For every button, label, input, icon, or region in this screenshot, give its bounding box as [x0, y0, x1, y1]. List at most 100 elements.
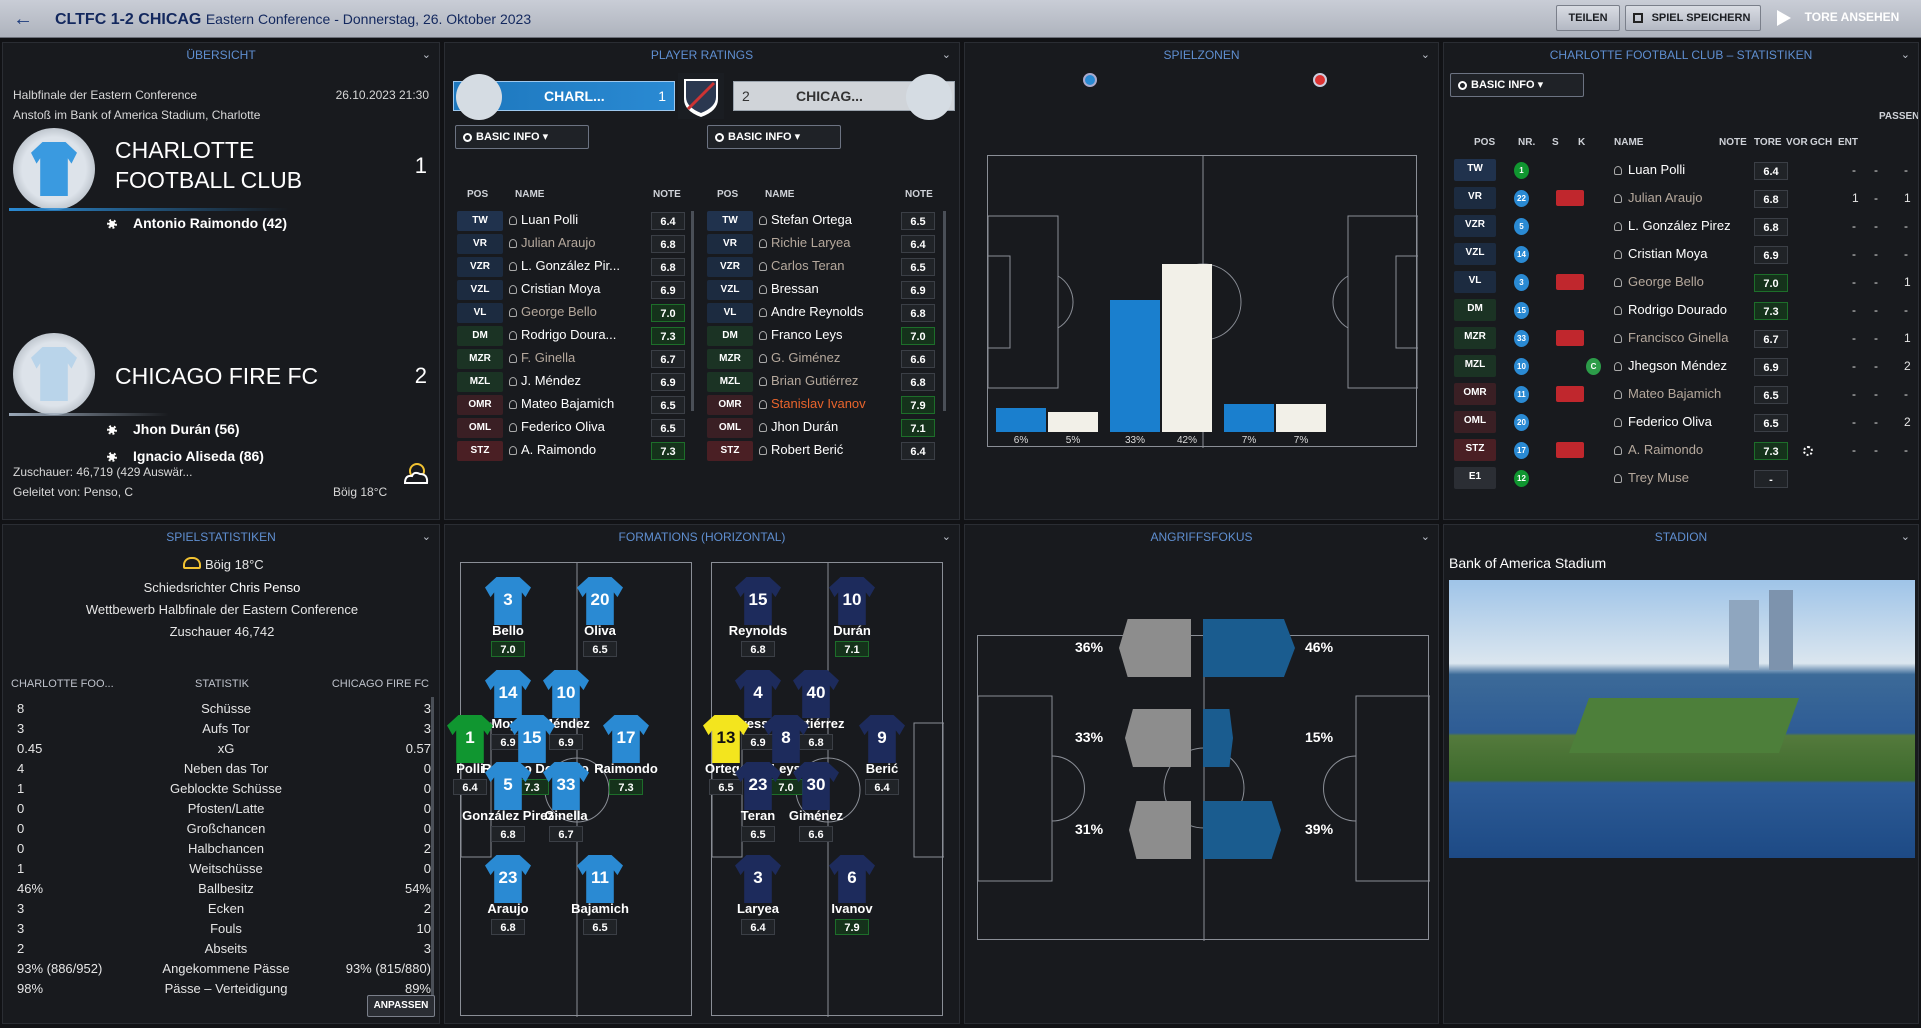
player-name[interactable]: G. Giménez: [771, 350, 841, 365]
stats-row[interactable]: STZ 17 A. Raimondo 7.3 - - -: [1454, 439, 1914, 463]
ratings-row[interactable]: DM Franco Leys 7.0: [707, 326, 952, 346]
ratings-row[interactable]: VZR Carlos Teran 6.5: [707, 257, 952, 277]
player-name[interactable]: Federico Oliva: [1628, 414, 1712, 429]
player-name[interactable]: Julian Araujo: [1628, 190, 1703, 205]
player-name[interactable]: Bello: [492, 623, 524, 638]
player-name[interactable]: Laryea: [737, 901, 779, 916]
share-button[interactable]: TEILEN: [1556, 5, 1620, 31]
player-name[interactable]: Francisco Ginella: [1628, 330, 1729, 345]
player-name[interactable]: Cristian Moya: [521, 281, 601, 296]
player-name[interactable]: J. Méndez: [521, 373, 581, 388]
player-name[interactable]: Stanislav Ivanov: [771, 396, 866, 411]
player-name[interactable]: Oliva: [584, 623, 616, 638]
chevron-down-icon[interactable]: ⌄: [1900, 49, 1910, 61]
chevron-down-icon[interactable]: ⌄: [421, 531, 431, 543]
ratings-row[interactable]: OML Federico Oliva 6.5: [457, 418, 702, 438]
ratings-row[interactable]: VZL Bressan 6.9: [707, 280, 952, 300]
home-club-crest[interactable]: [13, 128, 95, 210]
away-team-tab[interactable]: 2 CHICAG...: [733, 74, 955, 120]
stats-row[interactable]: VL 3 George Bello 7.0 - - 1: [1454, 271, 1914, 295]
player-name[interactable]: Cristian Moya: [1628, 246, 1708, 261]
player-name[interactable]: Araujo: [487, 901, 529, 916]
player-name[interactable]: George Bello: [521, 304, 597, 319]
player-name[interactable]: Berić: [865, 761, 899, 776]
player-name[interactable]: Richie Laryea: [771, 235, 851, 250]
player-name[interactable]: George Bello: [1628, 274, 1704, 289]
player-name[interactable]: Stefan Ortega: [771, 212, 852, 227]
player-name[interactable]: Polli: [456, 761, 484, 776]
player-name[interactable]: Federico Oliva: [521, 419, 605, 434]
ratings-row[interactable]: MZR F. Ginella 6.7: [457, 349, 702, 369]
player-name[interactable]: Luan Polli: [1628, 162, 1686, 177]
stats-row[interactable]: MZR 33 Francisco Ginella 6.7 - - 1: [1454, 327, 1914, 351]
chevron-down-icon[interactable]: ⌄: [1420, 49, 1430, 61]
ratings-row[interactable]: MZL Brian Gutiérrez 6.8: [707, 372, 952, 392]
player-name[interactable]: González Pirez: [462, 808, 554, 823]
chevron-down-icon[interactable]: ⌄: [1420, 531, 1430, 543]
ratings-row[interactable]: OML Jhon Durán 7.1: [707, 418, 952, 438]
chevron-down-icon[interactable]: ⌄: [941, 531, 951, 543]
player-name[interactable]: Durán: [833, 623, 871, 638]
ratings-row[interactable]: VR Richie Laryea 6.4: [707, 234, 952, 254]
save-match-button[interactable]: SPIEL SPEICHERN: [1625, 5, 1761, 31]
player-name[interactable]: L. González Pir...: [521, 258, 620, 273]
watch-goals-button[interactable]: TORE ANSEHEN: [1767, 5, 1917, 31]
player-name[interactable]: Méndez: [542, 716, 590, 731]
player-name[interactable]: Giménez: [788, 808, 844, 823]
player-name[interactable]: Rodrigo Dourado: [1628, 302, 1728, 317]
scrollbar[interactable]: [431, 697, 434, 997]
stats-row[interactable]: OML 20 Federico Oliva 6.5 - - 2: [1454, 411, 1914, 435]
stats-row[interactable]: E1 12 Trey Muse -: [1454, 467, 1914, 491]
basic-info-dropdown-away[interactable]: BASIC INFO ▾: [707, 125, 841, 149]
player-name[interactable]: Trey Muse: [1628, 470, 1689, 485]
player-name[interactable]: Jhegson Méndez: [1628, 358, 1728, 373]
home-team-name[interactable]: CHARLOTTE FOOTBALL CLUB: [115, 137, 303, 193]
stats-row[interactable]: OMR 11 Mateo Bajamich 6.5 - - -: [1454, 383, 1914, 407]
scrollbar[interactable]: [943, 211, 946, 411]
stats-row[interactable]: TW 1 Luan Polli 6.4 - - -: [1454, 159, 1914, 183]
ratings-row[interactable]: VL Andre Reynolds 6.8: [707, 303, 952, 323]
player-name[interactable]: Ivanov: [831, 901, 873, 916]
stats-row[interactable]: VZR 5 L. González Pirez 6.8 - - -: [1454, 215, 1914, 239]
player-name[interactable]: Andre Reynolds: [771, 304, 864, 319]
adjust-button[interactable]: ANPASSEN: [367, 995, 435, 1017]
ratings-row[interactable]: MZR G. Giménez 6.6: [707, 349, 952, 369]
back-arrow-icon[interactable]: ←: [13, 8, 33, 30]
ratings-row[interactable]: OMR Mateo Bajamich 6.5: [457, 395, 702, 415]
ratings-row[interactable]: DM Rodrigo Doura... 7.3: [457, 326, 702, 346]
player-name[interactable]: F. Ginella: [521, 350, 576, 365]
player-name[interactable]: A. Raimondo: [521, 442, 597, 457]
ratings-row[interactable]: STZ Robert Berić 6.4: [707, 441, 952, 461]
player-name[interactable]: Carlos Teran: [771, 258, 845, 273]
player-name[interactable]: Mateo Bajamich: [521, 396, 615, 411]
ratings-row[interactable]: VZL Cristian Moya 6.9: [457, 280, 702, 300]
chevron-down-icon[interactable]: ⌄: [421, 49, 431, 61]
player-name[interactable]: Robert Berić: [771, 442, 844, 457]
player-name[interactable]: Brian Gutiérrez: [771, 373, 859, 388]
ratings-row[interactable]: VL George Bello 7.0: [457, 303, 702, 323]
player-name[interactable]: Reynolds: [728, 623, 788, 638]
ratings-row[interactable]: TW Stefan Ortega 6.5: [707, 211, 952, 231]
player-name[interactable]: Bajamich: [571, 901, 629, 916]
player-name[interactable]: Ginella: [544, 808, 588, 823]
player-name[interactable]: Bressan: [771, 281, 819, 296]
player-name[interactable]: Luan Polli: [521, 212, 579, 227]
player-name[interactable]: Jhon Durán: [771, 419, 839, 434]
ratings-row[interactable]: MZL J. Méndez 6.9: [457, 372, 702, 392]
basic-info-dropdown[interactable]: BASIC INFO ▾: [1450, 73, 1584, 97]
stats-row[interactable]: MZL 10 C Jhegson Méndez 6.9 - - 2: [1454, 355, 1914, 379]
ratings-row[interactable]: OMR Stanislav Ivanov 7.9: [707, 395, 952, 415]
ratings-row[interactable]: VZR L. González Pir... 6.8: [457, 257, 702, 277]
player-name[interactable]: Raimondo: [594, 761, 658, 776]
stats-row[interactable]: VZL 14 Cristian Moya 6.9 - - -: [1454, 243, 1914, 267]
scrollbar[interactable]: [691, 211, 694, 411]
player-name[interactable]: Rodrigo Doura...: [521, 327, 617, 342]
ratings-row[interactable]: STZ A. Raimondo 7.3: [457, 441, 702, 461]
player-name[interactable]: A. Raimondo: [1628, 442, 1704, 457]
player-name[interactable]: Julian Araujo: [521, 235, 596, 250]
stats-row[interactable]: DM 15 Rodrigo Dourado 7.3 - - -: [1454, 299, 1914, 323]
stats-row[interactable]: VR 22 Julian Araujo 6.8 1 - 1: [1454, 187, 1914, 211]
home-team-tab[interactable]: CHARL... 1: [453, 74, 675, 120]
player-name[interactable]: Teran: [740, 808, 776, 823]
ratings-row[interactable]: TW Luan Polli 6.4: [457, 211, 702, 231]
